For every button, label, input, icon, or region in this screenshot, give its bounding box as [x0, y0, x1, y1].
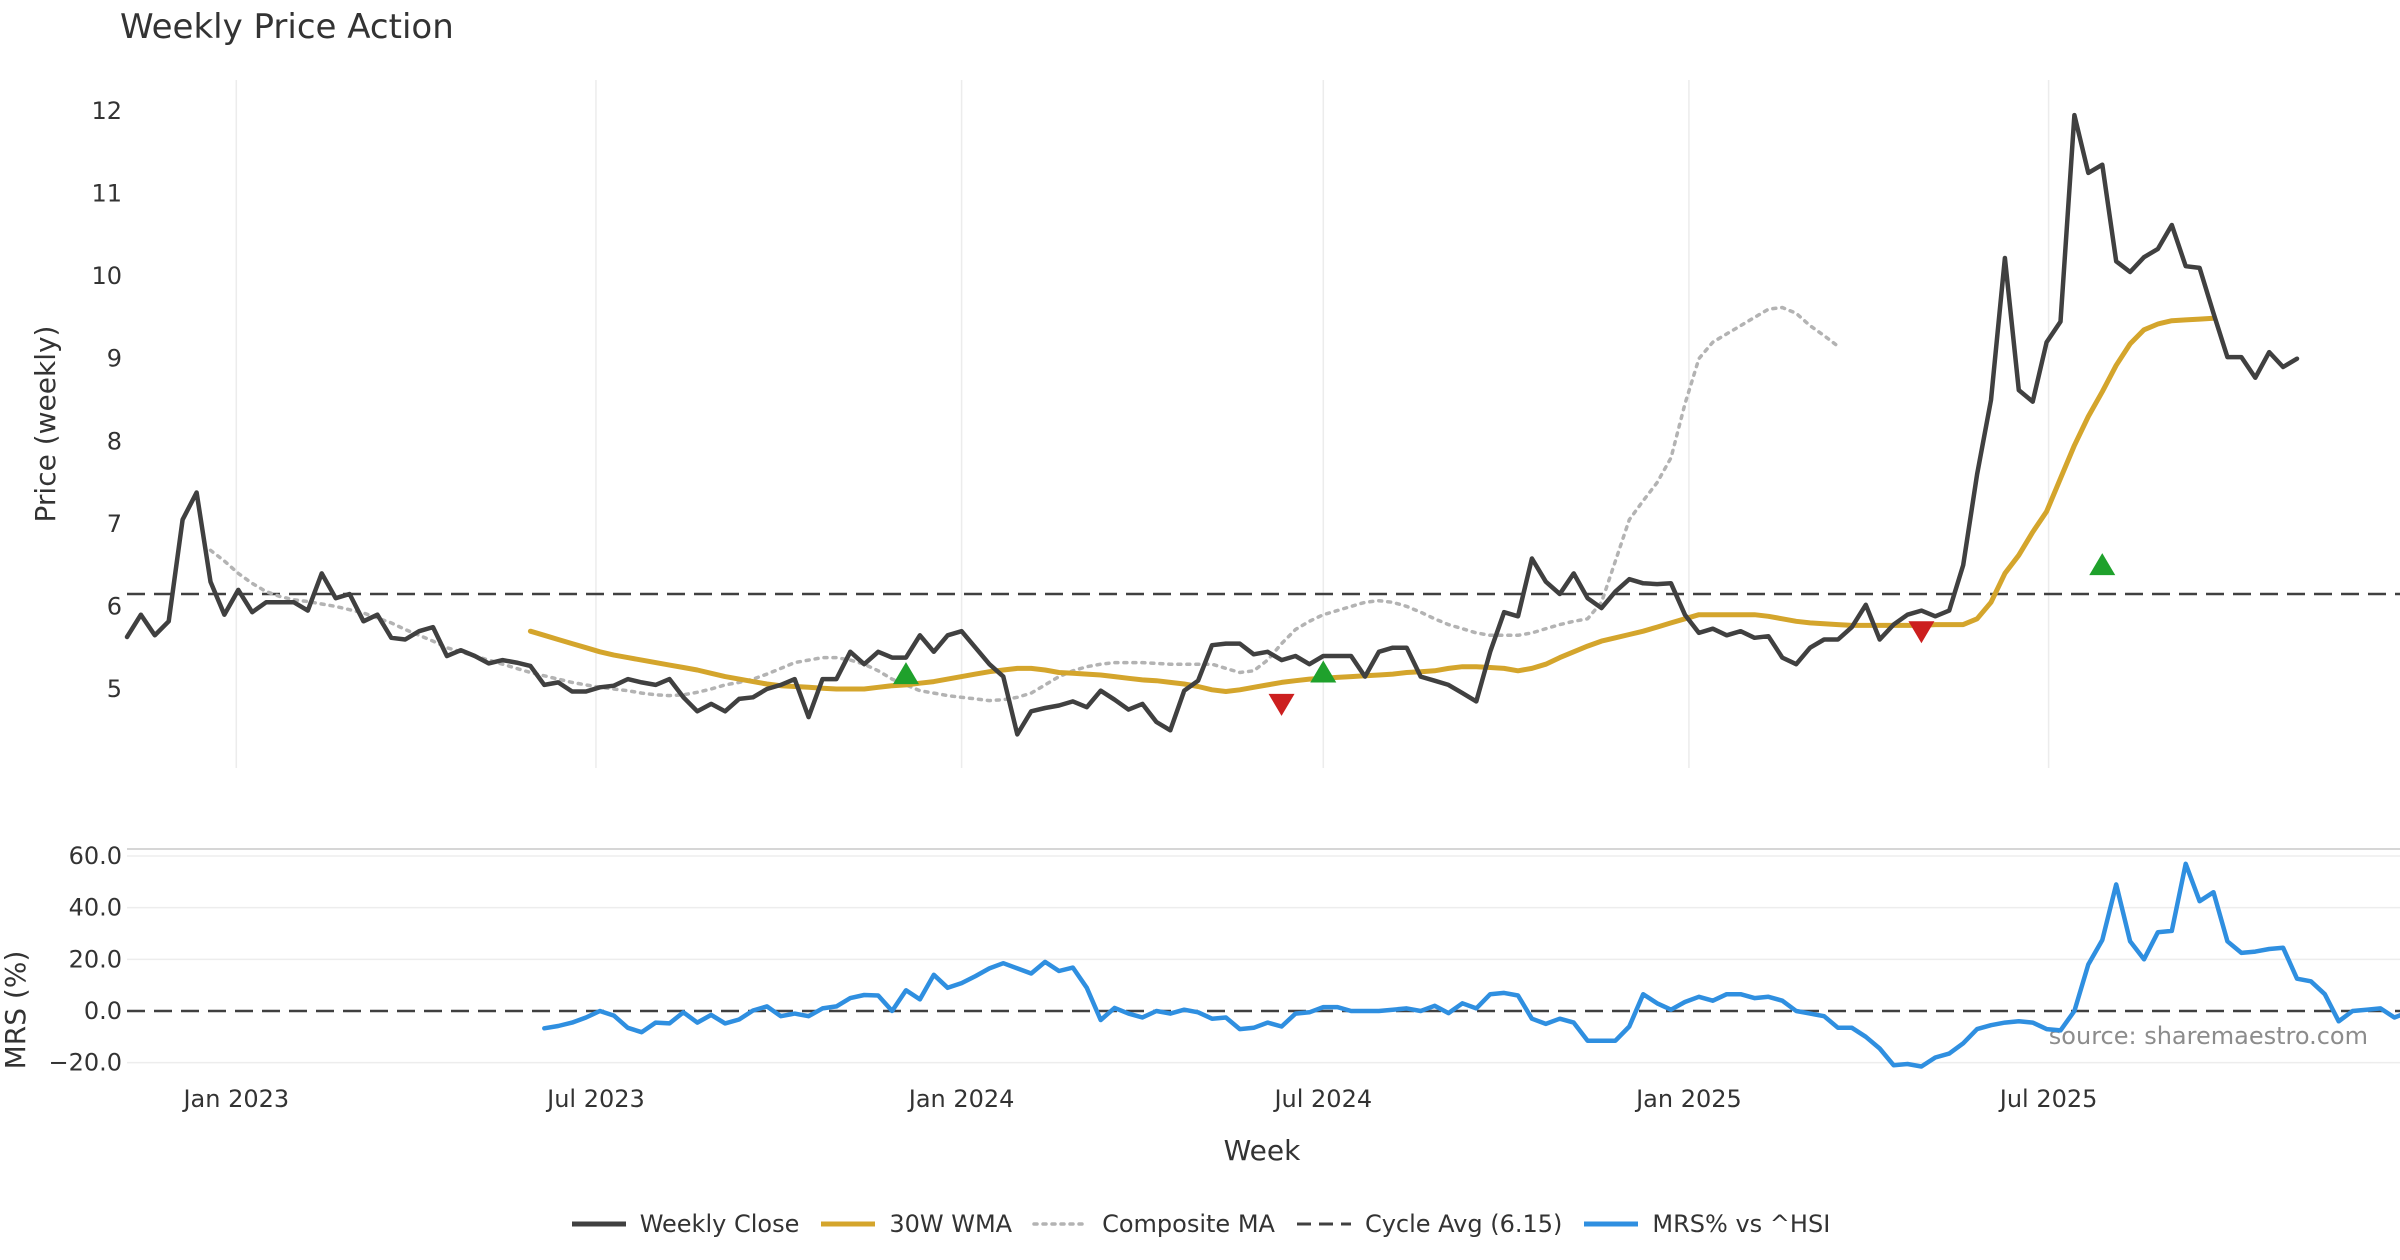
weekly-close-line: [124, 112, 2300, 737]
legend-swatch: [571, 1221, 626, 1227]
source-annotation: source: sharemaestro.com: [2049, 1022, 2368, 1050]
mrs-y-tick-label: 40.0: [69, 894, 122, 922]
price-y-tick-label: 7: [107, 510, 122, 538]
legend-swatch: [821, 1221, 876, 1227]
legend-swatch: [1296, 1222, 1351, 1226]
legend-swatch: [1032, 1222, 1090, 1226]
x-axis-title: Week: [1224, 1134, 1301, 1167]
legend-label: Weekly Close: [639, 1210, 800, 1238]
mrs-y-tick-label: −20.0: [48, 1049, 122, 1077]
mrs-y-axis-title: MRS (%): [0, 951, 32, 1070]
sell-signal-marker: [1908, 621, 1935, 644]
x-tick-label: Jan 2023: [181, 1085, 289, 1113]
legend-item: Cycle Avg (6.15): [1295, 1210, 1562, 1238]
legend-item: Weekly Close: [570, 1210, 800, 1238]
price-y-axis-title: Price (weekly): [29, 326, 62, 523]
legend-item: Composite MA: [1032, 1210, 1275, 1238]
price-y-tick-label: 5: [107, 675, 122, 703]
legend-label: 30W WMA: [889, 1210, 1013, 1238]
legend-label: MRS% vs ^HSI: [1652, 1210, 1831, 1238]
x-tick-label: Jul 2024: [1272, 1085, 1372, 1113]
legend-label: Cycle Avg (6.15): [1364, 1210, 1563, 1238]
x-tick-label: Jul 2025: [1998, 1085, 2098, 1113]
legend-swatch: [1584, 1221, 1639, 1227]
30w-wma-line: [527, 315, 2216, 694]
x-tick-label: Jul 2023: [545, 1085, 645, 1113]
price-y-tick-label: 9: [107, 345, 122, 373]
legend-label: Composite MA: [1102, 1210, 1275, 1238]
price-y-tick-label: 11: [91, 180, 122, 208]
mrs-y-tick-label: 20.0: [69, 945, 122, 973]
buy-signal-marker: [2089, 553, 2116, 576]
x-tick-label: Jan 2025: [1634, 1085, 1742, 1113]
price-y-tick-label: 10: [91, 262, 122, 290]
buy-signal-marker: [892, 662, 919, 685]
chart-title: Weekly Price Action: [120, 7, 454, 47]
mrs-y-tick-label: 60.0: [69, 842, 122, 870]
buy-signal-marker: [1310, 660, 1337, 683]
x-tick-label: Jan 2024: [907, 1085, 1015, 1113]
legend: Weekly Close 30W WMA Composite MA Cycle Avg…: [0, 1210, 2400, 1238]
price-y-tick-label: 8: [107, 427, 122, 455]
price-y-tick-label: 12: [91, 97, 122, 125]
mrs-y-tick-label: 0.0: [84, 997, 122, 1025]
price-y-tick-label: 6: [107, 592, 122, 620]
legend-item: 30W WMA: [819, 1210, 1012, 1238]
legend-item: MRS% vs ^HSI: [1582, 1210, 1830, 1238]
sell-signal-marker: [1268, 693, 1295, 716]
mrs-line: [542, 861, 2400, 1069]
